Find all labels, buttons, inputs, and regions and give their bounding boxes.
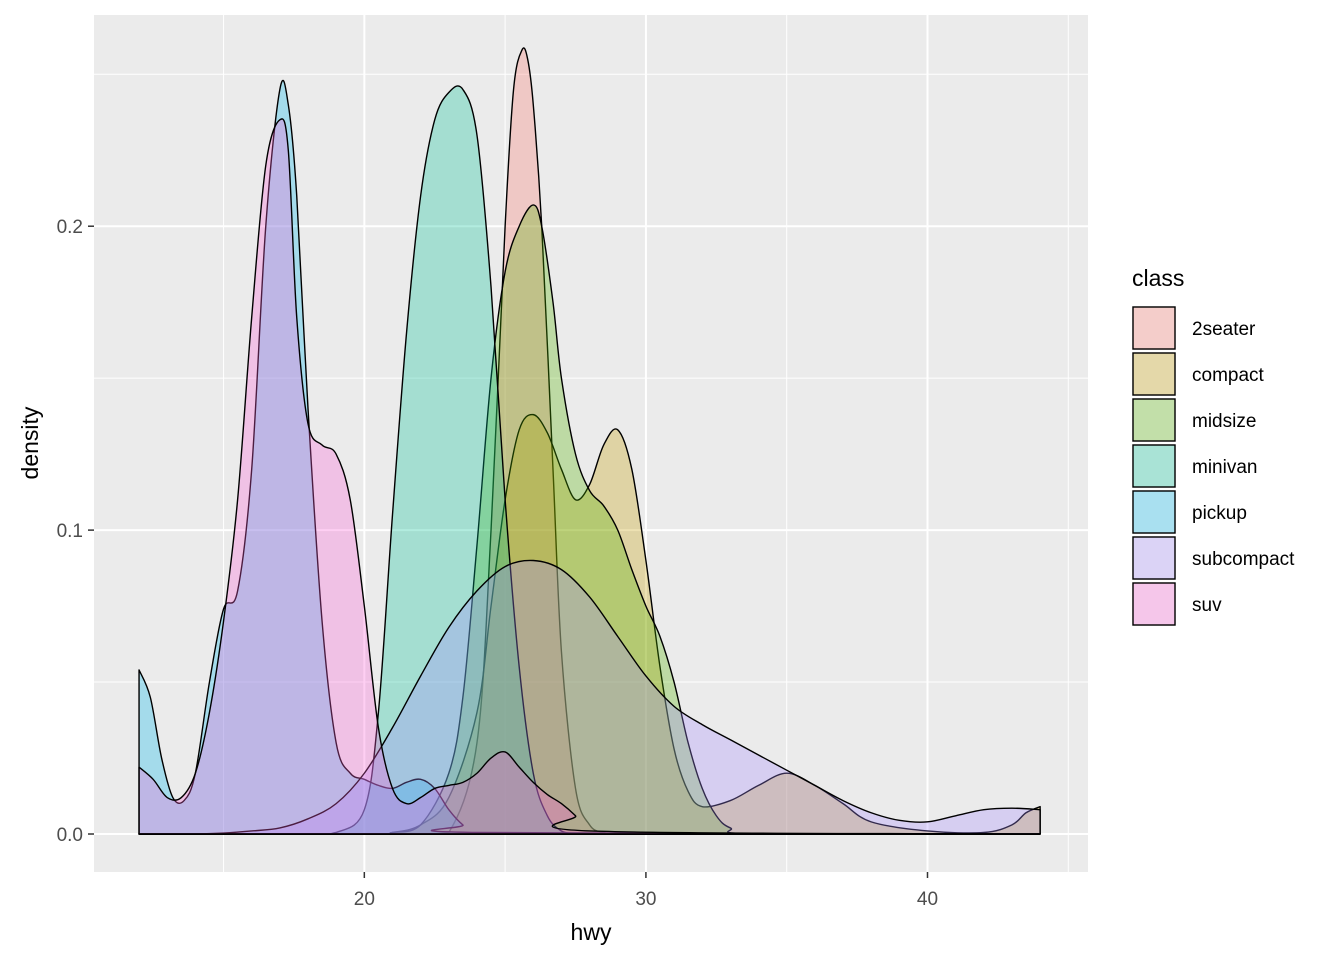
legend-label: subcompact xyxy=(1192,549,1295,570)
density-areas xyxy=(138,47,1041,835)
legend-key xyxy=(1132,536,1176,580)
legend-title: class xyxy=(1132,265,1184,291)
legend-key xyxy=(1132,444,1176,488)
x-tick-label: 40 xyxy=(917,889,938,910)
legend-item-suv: suv xyxy=(1132,582,1222,626)
y-tick-label: 0.0 xyxy=(57,825,83,846)
legend-label: suv xyxy=(1192,595,1222,616)
density-subcompact xyxy=(138,559,1041,835)
legend-key xyxy=(1132,306,1176,350)
legend-label: midsize xyxy=(1192,411,1256,432)
x-axis: 20 30 40 xyxy=(354,872,938,910)
legend-item-subcompact: subcompact xyxy=(1132,536,1295,580)
y-axis: 0.0 0.1 0.2 xyxy=(57,217,94,846)
legend-item-midsize: midsize xyxy=(1132,398,1256,442)
legend-key-background xyxy=(1132,352,1176,396)
legend-key-background xyxy=(1132,536,1176,580)
legend-key-background xyxy=(1132,306,1176,350)
legend-item-minivan: minivan xyxy=(1132,444,1257,488)
legend-key-background xyxy=(1132,444,1176,488)
x-axis-title: hwy xyxy=(571,919,612,945)
legend-label: 2seater xyxy=(1192,319,1256,340)
legend-item-compact: compact xyxy=(1132,352,1265,396)
grid-minor xyxy=(94,15,1088,872)
y-axis-title: density xyxy=(17,406,43,479)
legend-label: minivan xyxy=(1192,457,1257,478)
legend-label: pickup xyxy=(1192,503,1247,524)
legend-key xyxy=(1132,582,1176,626)
y-tick-label: 0.2 xyxy=(57,217,83,238)
legend-key-background xyxy=(1132,582,1176,626)
legend-key-background xyxy=(1132,490,1176,534)
legend-item-2seater: 2seater xyxy=(1132,306,1256,350)
x-tick-label: 20 xyxy=(354,889,375,910)
legend-key xyxy=(1132,398,1176,442)
density-compact xyxy=(138,413,1041,835)
legend-key xyxy=(1132,490,1176,534)
y-tick-label: 0.1 xyxy=(57,521,83,542)
density-suv xyxy=(138,118,1041,835)
legend-key-background xyxy=(1132,398,1176,442)
plot-panel xyxy=(94,15,1088,872)
legend-item-pickup: pickup xyxy=(1132,490,1247,534)
legend-label: compact xyxy=(1192,365,1265,386)
density-midsize xyxy=(138,204,1041,835)
legend: class 2seater compact midsize minivan pickup… xyxy=(1132,265,1295,626)
x-tick-label: 30 xyxy=(635,889,656,910)
legend-key xyxy=(1132,352,1176,396)
density-pickup xyxy=(138,79,1041,835)
